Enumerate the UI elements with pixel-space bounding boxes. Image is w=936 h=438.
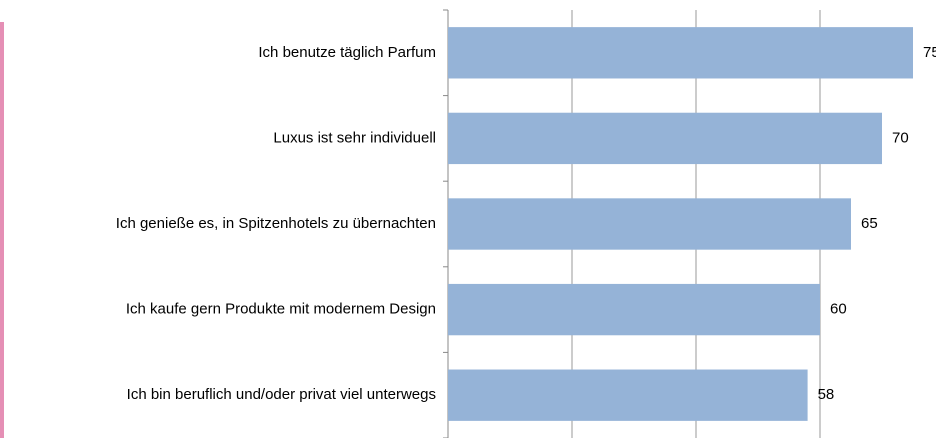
category-label: Ich bin beruflich und/oder privat viel u… (127, 386, 436, 403)
category-label: Ich genieße es, in Spitzenhotels zu über… (116, 215, 436, 232)
bar (448, 283, 820, 336)
value-label: 65 (861, 215, 878, 232)
category-label: Luxus ist sehr individuell (273, 129, 436, 146)
category-label: Ich benutze täglich Parfum (258, 44, 436, 61)
value-label: 58 (818, 386, 835, 403)
value-label: 60 (830, 301, 847, 318)
category-label: Ich kaufe gern Produkte mit modernem Des… (126, 301, 436, 318)
value-label: 75 (923, 44, 936, 61)
bar (448, 112, 882, 165)
bar (448, 198, 851, 250)
accent-bar (0, 22, 4, 438)
bar (448, 27, 913, 79)
value-label: 70 (892, 129, 909, 146)
bar (448, 369, 808, 421)
